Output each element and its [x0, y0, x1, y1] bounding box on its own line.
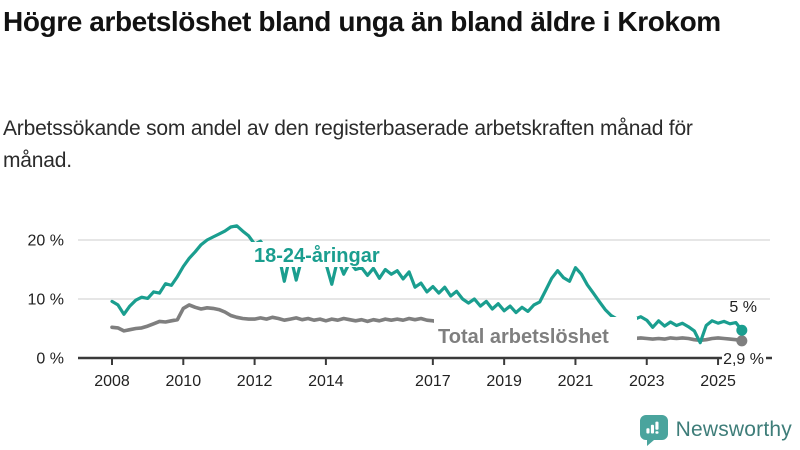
label-mask — [722, 351, 766, 368]
newsworthy-logo[interactable]: Newsworthy — [639, 414, 792, 446]
page-subtitle: Arbetssökande som andel av den registerb… — [3, 117, 693, 172]
series-label: 18-24-åringar — [254, 244, 380, 267]
unemployment-line-chart: 0 % 10 % 20 % 2008 2010 2012 2014 2017 2019 2021 2… — [28, 224, 772, 390]
label-mask — [434, 317, 637, 348]
page-title: Högre arbetslöshet bland unga än bland ä… — [3, 6, 721, 37]
y-axis-tick-label: 20 % — [28, 233, 64, 250]
x-axis-tick-label: 2008 — [94, 373, 130, 390]
x-axis-tick-label: 2017 — [415, 373, 451, 390]
bar-chart-glyph — [646, 421, 659, 434]
youth-unemployment-line — [110, 224, 744, 345]
x-axis-tick-label: 2019 — [486, 373, 522, 390]
y-axis-tick-label: 0 % — [36, 351, 64, 368]
total-end-dot — [736, 335, 748, 347]
x-axis-tick-label: 2021 — [558, 373, 594, 390]
newsworthy-logo-icon — [639, 414, 668, 446]
y-axis-tick-label: 10 % — [28, 292, 64, 309]
newsworthy-logo-text: Newsworthy — [675, 418, 792, 441]
x-axis-tick-label: 2010 — [166, 373, 202, 390]
total-end-value-label: 2,9 % — [723, 351, 764, 368]
x-axis-tick-label: 2012 — [237, 373, 273, 390]
youth-end-dot — [736, 324, 748, 336]
x-axis-tick-label: 2023 — [629, 373, 665, 390]
x-axis-tick-label: 2025 — [700, 373, 736, 390]
label-mask — [250, 242, 398, 267]
series-label: Total arbetslöshet — [438, 326, 609, 348]
x-axis-tick-label: 2014 — [308, 373, 344, 390]
youth-end-value-label: 5 % — [729, 299, 757, 316]
